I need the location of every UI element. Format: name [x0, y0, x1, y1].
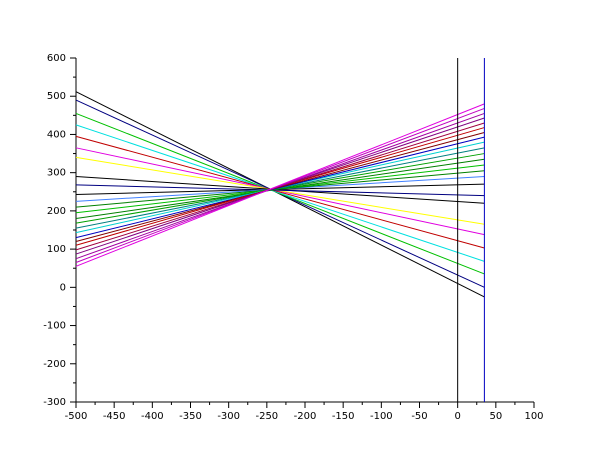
y-tick-label: -200 — [43, 359, 66, 370]
data-line — [75, 112, 485, 275]
x-tick-label: -300 — [217, 411, 240, 422]
x-tick-label: -50 — [411, 411, 427, 422]
x-tick-label: -150 — [332, 411, 355, 422]
y-tick-label: 500 — [47, 91, 66, 102]
y-tick-label: 100 — [47, 244, 66, 255]
data-line — [75, 91, 485, 298]
y-tick-label: -100 — [43, 321, 66, 332]
x-tick-label: -250 — [255, 411, 278, 422]
data-line — [75, 112, 485, 260]
x-tick-label: 50 — [489, 411, 502, 422]
data-line — [75, 158, 485, 220]
x-tick-label: -400 — [141, 411, 164, 422]
x-tick-label: -500 — [65, 411, 88, 422]
data-line — [75, 132, 485, 242]
x-tick-label: 100 — [524, 411, 543, 422]
data-line — [75, 156, 485, 225]
data-line — [75, 147, 485, 229]
data-line — [75, 135, 485, 249]
y-tick-label: 200 — [47, 206, 66, 217]
y-tick-label: 400 — [47, 129, 66, 140]
y-tick-label: 0 — [60, 282, 66, 293]
x-tick-label: -450 — [103, 411, 126, 422]
x-tick-label: 0 — [454, 411, 460, 422]
x-tick-label: -200 — [294, 411, 317, 422]
data-line — [75, 103, 485, 267]
y-tick-label: -300 — [43, 397, 66, 408]
data-line — [75, 184, 485, 197]
x-tick-label: -350 — [179, 411, 202, 422]
data-line — [75, 124, 485, 262]
x-tick-label: -100 — [370, 411, 393, 422]
y-tick-label: 300 — [47, 168, 66, 179]
y-tick-label: 600 — [47, 53, 66, 64]
